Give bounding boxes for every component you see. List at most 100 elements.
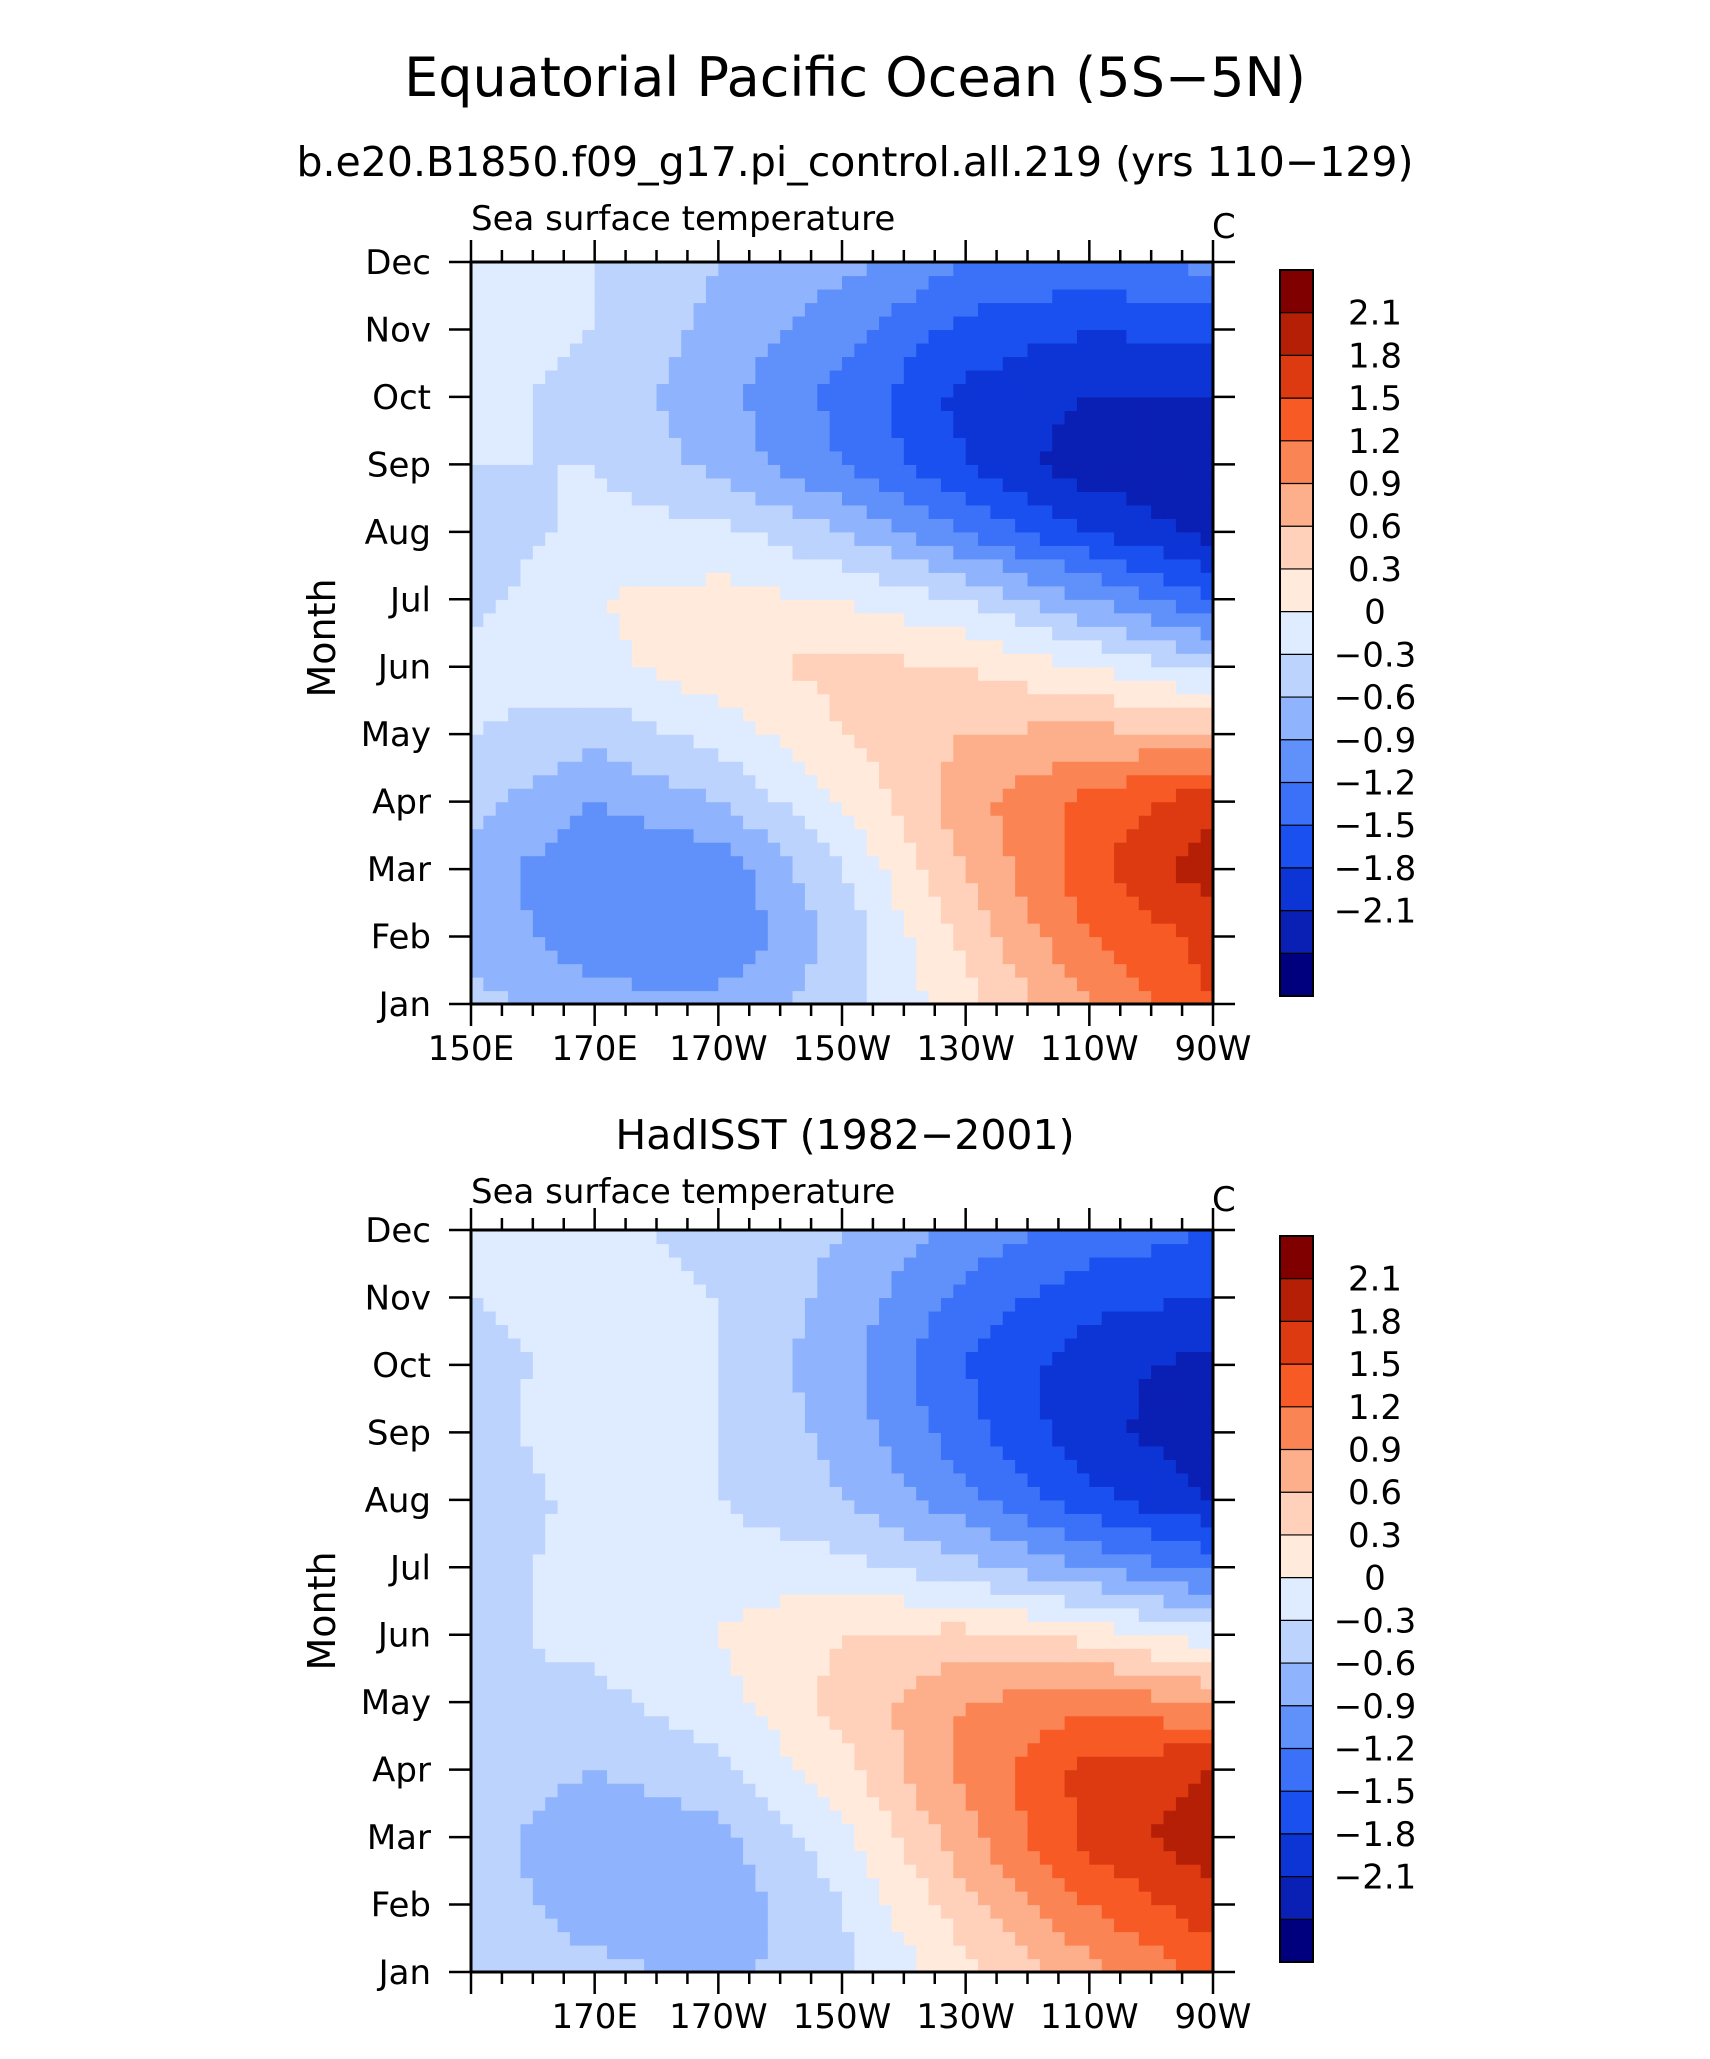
heatmap-cell [1101,383,1115,398]
heatmap-cell [471,356,484,371]
heatmap-cell [1039,1891,1053,1906]
heatmap-cell [879,1850,893,1865]
heatmap-cell [557,896,571,911]
heatmap-cell [656,1877,670,1892]
heatmap-cell [532,1931,546,1946]
heatmap-cell [1163,262,1177,277]
heatmap-cell [928,1729,942,1744]
heatmap-cell [644,680,658,695]
heatmap-cell [1039,855,1053,870]
heatmap-cell [681,1769,695,1784]
heatmap-cell [631,801,645,816]
heatmap-cell [891,707,905,722]
heatmap-cell [545,693,559,708]
heatmap-cell [1089,1702,1103,1717]
heatmap-cell [780,275,794,290]
heatmap-cell [1163,963,1177,978]
heatmap-cell [1089,1904,1103,1919]
heatmap-cell [557,1742,571,1757]
colorbar-swatch [1280,270,1313,314]
heatmap-cell [1052,545,1066,560]
heatmap-cell [1126,410,1140,425]
heatmap-cell [1114,342,1128,358]
heatmap-cell [854,1675,868,1690]
heatmap-cell [644,815,658,830]
heatmap-cell [817,612,831,627]
heatmap-cell [953,666,967,681]
heatmap-cell [1027,977,1041,992]
heatmap-cell [1101,1729,1115,1744]
heatmap-cell [520,1945,534,1960]
heatmap-cell [471,653,484,668]
heatmap-cell [607,531,620,546]
heatmap-cell [668,302,682,317]
heatmap-cell [471,774,484,789]
heatmap-cell [545,788,559,803]
heatmap-cell [891,774,905,789]
heatmap-cell [1126,437,1140,452]
heatmap-cell [792,315,806,331]
heatmap-cell [743,923,757,938]
heatmap-cell [1188,1769,1202,1784]
heatmap-cell [1076,329,1090,344]
heatmap-cell [656,518,670,533]
heatmap-cell [656,558,670,573]
heatmap-cell [532,329,546,344]
heatmap-cell [829,315,843,331]
heatmap-cell [928,1675,942,1690]
heatmap-cell [1188,1931,1202,1946]
heatmap-cell [668,504,682,519]
heatmap-cell [594,1783,608,1798]
heatmap-cell [1027,572,1041,587]
heatmap-cell [705,262,719,277]
heatmap-cell [1175,734,1189,749]
heatmap-cell [965,1634,979,1649]
heatmap-cell [928,1823,942,1838]
heatmap-cell [1188,531,1202,546]
heatmap-cell [829,1945,843,1960]
heatmap-cell [866,599,880,614]
heatmap-cell [990,1715,1004,1730]
heatmap-cell [1015,936,1029,951]
heatmap-cell [545,1823,559,1838]
heatmap-cell [1138,639,1152,654]
heatmap-cell [916,262,930,277]
heatmap-cell [978,383,991,398]
heatmap-cell [582,477,596,492]
heatmap-cell [755,828,769,843]
heatmap-cell [767,720,781,735]
heatmap-cell [916,1688,930,1703]
heatmap-cell [730,1702,744,1717]
heatmap-cell [866,747,880,762]
heatmap-cell [854,423,868,438]
heatmap-cell [767,747,781,762]
heatmap-cell [594,1918,608,1933]
heatmap-cell [582,1729,596,1744]
heatmap-cell [508,410,522,425]
heatmap-cell [1175,1648,1189,1663]
heatmap-cell [718,1945,732,1960]
heatmap-cell [607,842,620,857]
heatmap-cell [569,1621,583,1636]
heatmap-cell [1200,761,1214,776]
heatmap-cell [879,666,893,681]
heatmap-cell [520,1823,534,1838]
heatmap-cell [965,329,979,344]
heatmap-cell [916,774,930,789]
heatmap-cell [1076,801,1090,816]
heatmap-cell [532,1783,546,1798]
heatmap-cell [767,788,781,803]
panel-obs-ylabel: Month [300,1551,344,1670]
heatmap-cell [1089,599,1103,614]
heatmap-cell [965,262,979,277]
heatmap-cell [891,1742,905,1757]
heatmap-cell [879,1621,893,1636]
heatmap-cell [594,1864,608,1879]
heatmap-cell [668,275,682,290]
heatmap-cell [940,896,954,911]
heatmap-cell [1151,734,1165,749]
heatmap-cell [829,545,843,560]
heatmap-cell [718,545,732,560]
heatmap-cell [817,828,831,843]
heatmap-cell [1064,828,1078,843]
